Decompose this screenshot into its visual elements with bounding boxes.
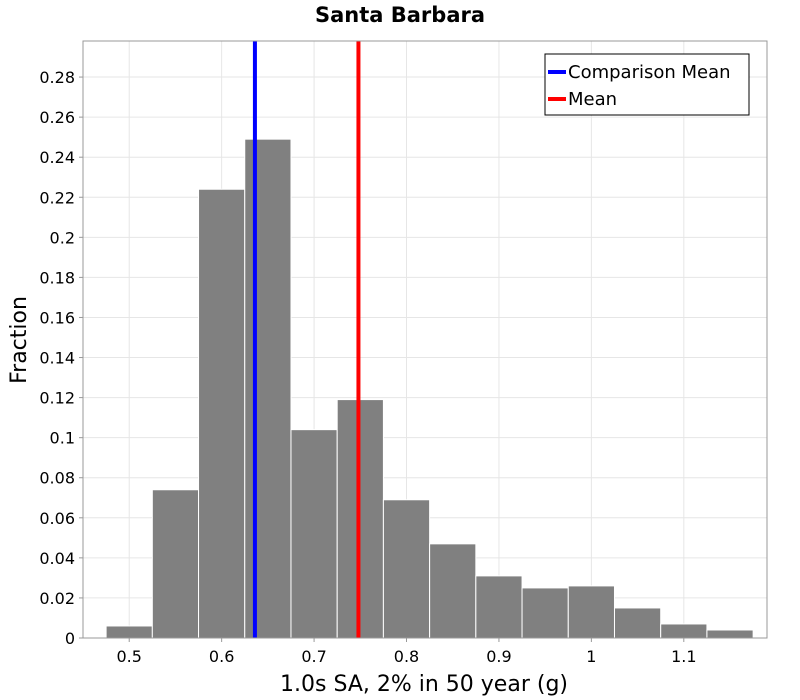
histogram-bar xyxy=(475,575,523,639)
legend-entry: Comparison Mean xyxy=(568,62,731,83)
y-tick-label: 0.24 xyxy=(39,148,75,167)
histogram-bar xyxy=(706,629,754,639)
x-tick-label: 0.6 xyxy=(209,647,234,666)
x-tick-label: 0.5 xyxy=(116,647,141,666)
histogram-bar xyxy=(105,625,153,639)
y-tick-label: 0.28 xyxy=(39,68,75,87)
histogram-bar xyxy=(151,489,200,639)
histogram-bar xyxy=(521,587,569,639)
histogram-bar xyxy=(290,429,338,639)
x-tick-label: 0.9 xyxy=(486,647,511,666)
y-tick-label: 0.2 xyxy=(50,228,75,247)
y-tick-label: 0.06 xyxy=(39,509,75,528)
y-tick-label: 0.18 xyxy=(39,268,75,287)
legend-box xyxy=(544,53,750,116)
legend: Comparison Mean Mean xyxy=(544,53,750,116)
y-axis-ticks: 0 0.02 0.04 0.06 0.08 0.1 0.12 0.14 0.16 0.18 0.2 0… xyxy=(39,68,83,648)
x-axis-ticks: 0.5 0.6 0.7 0.8 0.9 1 1.1 xyxy=(116,638,697,666)
mean-lines xyxy=(252,41,361,638)
histogram-bar xyxy=(429,543,477,639)
histogram-bar xyxy=(613,607,662,639)
y-tick-label: 0.22 xyxy=(39,188,75,207)
x-axis-label: 1.0s SA, 2% in 50 year (g) xyxy=(280,672,568,697)
x-tick-label: 0.8 xyxy=(394,647,419,666)
y-tick-label: 0.14 xyxy=(39,349,75,368)
histogram-bar xyxy=(198,188,246,639)
y-tick-label: 0.02 xyxy=(39,589,75,608)
histogram-bar xyxy=(660,623,708,639)
chart-title: Santa Barbara xyxy=(315,3,485,27)
y-tick-label: 0 xyxy=(65,629,75,648)
bars xyxy=(105,138,754,639)
legend-entry: Mean xyxy=(568,89,617,110)
histogram-bar xyxy=(567,585,615,639)
histogram-bar xyxy=(382,499,431,639)
y-axis-label: Fraction xyxy=(7,296,32,384)
x-tick-label: 1 xyxy=(586,647,596,666)
plot-frame xyxy=(82,40,768,639)
y-tick-label: 0.1 xyxy=(50,429,75,448)
y-tick-label: 0.12 xyxy=(39,389,75,408)
y-tick-label: 0.08 xyxy=(39,469,75,488)
y-tick-label: 0.16 xyxy=(39,308,75,327)
y-tick-label: 0.26 xyxy=(39,108,75,127)
x-tick-label: 1.1 xyxy=(671,647,696,666)
histogram-bar xyxy=(244,138,292,639)
y-tick-label: 0.04 xyxy=(39,549,75,568)
x-tick-label: 0.7 xyxy=(301,647,326,666)
